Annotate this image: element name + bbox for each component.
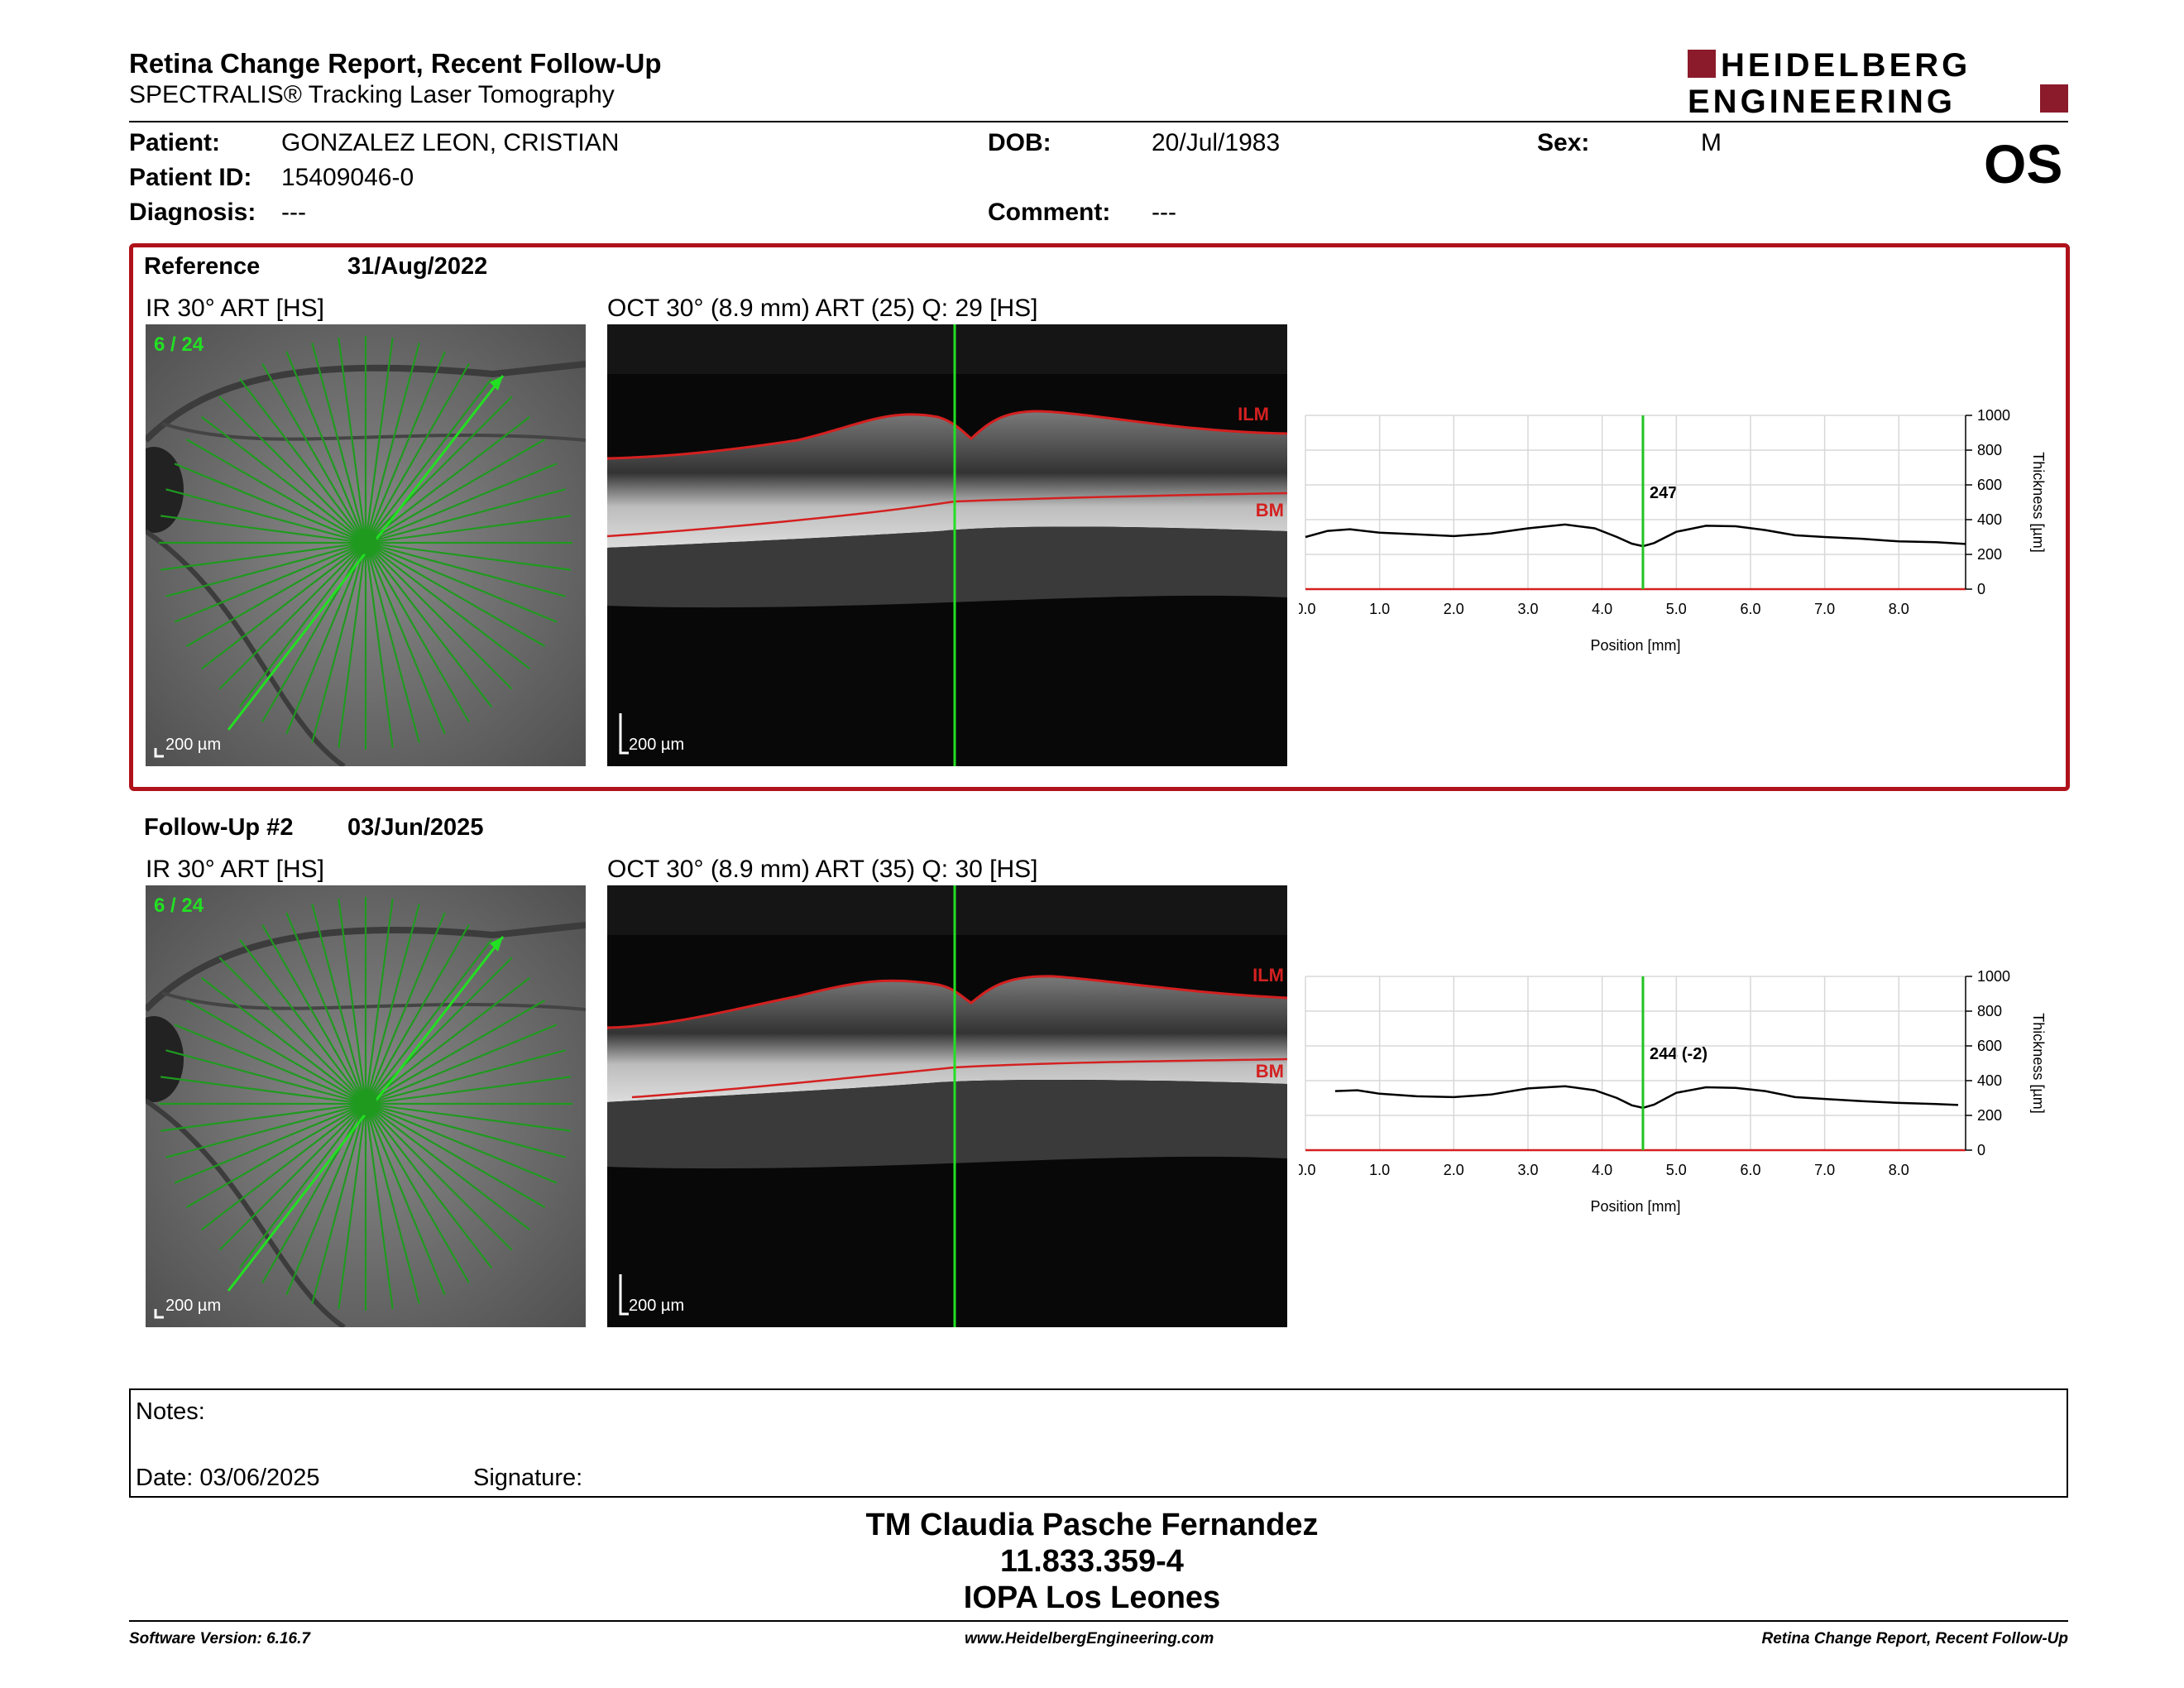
sex-label: Sex:: [1537, 129, 1590, 156]
oct-bscan-followup: ILM BM 200 µm: [607, 885, 1287, 1327]
chart-y-axis-label: Thickness [µm]: [2030, 452, 2047, 552]
reference-date: 31/Aug/2022: [347, 253, 488, 280]
y-tick-label: 600: [1977, 1038, 2002, 1054]
y-tick-label: 600: [1977, 477, 2002, 493]
footer-divider: [129, 1620, 2068, 1622]
y-tick-label: 800: [1977, 1003, 2002, 1019]
y-tick-label: 1000: [1977, 407, 2010, 424]
ir-fundus-image-reference: 6 / 24 200 µm: [146, 324, 586, 766]
x-tick-label: 2.0: [1444, 1162, 1464, 1178]
patient-id: 15409046-0: [281, 164, 414, 191]
followup-label: Follow-Up #2: [144, 814, 294, 841]
signatory-institution: IOPA Los Leones: [963, 1580, 1221, 1615]
y-tick-label: 800: [1977, 442, 2002, 458]
notes-label: Notes:: [136, 1398, 205, 1425]
reference-label: Reference: [144, 253, 261, 280]
patient-id-label: Patient ID:: [129, 164, 252, 191]
optic-disc: [146, 1016, 184, 1102]
y-tick-label: 0: [1977, 581, 1985, 597]
chart-grid: [1305, 976, 1966, 1151]
signatory-name: TM Claudia Pasche Fernandez: [865, 1508, 1319, 1542]
ir-scale-bar: 200 µm: [165, 736, 221, 754]
heidelberg-logo: HEIDELBERG ENGINEERING: [1688, 48, 2068, 116]
eye-indicator: OS: [1984, 133, 2063, 194]
bm-label: BM: [1256, 1061, 1284, 1081]
oct-bscan-reference: ILM BM 200 µm: [607, 324, 1287, 766]
chart-x-axis-label: Position [mm]: [1590, 637, 1680, 654]
comment-label: Comment:: [988, 199, 1111, 226]
bm-label: BM: [1256, 500, 1284, 520]
ir-scale-bar: 200 µm: [165, 1297, 221, 1315]
chart-x-axis-label: Position [mm]: [1590, 1198, 1680, 1215]
website-link[interactable]: www.HeidelbergEngineering.com: [965, 1630, 1214, 1647]
report-title: Retina Change Report, Recent Follow-Up: [129, 48, 662, 79]
chart-value-label: 247: [1650, 484, 1677, 502]
chart-y-axis-label: Thickness [µm]: [2030, 1013, 2047, 1113]
sex-value: M: [1701, 129, 1722, 156]
x-tick-label: 3.0: [1517, 601, 1538, 617]
patient-label: Patient:: [129, 129, 221, 156]
comment-value: ---: [1152, 199, 1176, 226]
x-tick-label: 1.0: [1369, 601, 1390, 617]
header-divider: [129, 121, 2068, 122]
thickness-line: [1305, 523, 1966, 548]
x-tick-label: 4.0: [1592, 601, 1612, 617]
y-tick-label: 200: [1977, 546, 2002, 563]
x-tick-label: 5.0: [1666, 1162, 1687, 1178]
diagnosis-label: Diagnosis:: [129, 199, 256, 226]
logo-square-bottom: [2040, 84, 2068, 113]
x-tick-label: 8.0: [1889, 601, 1909, 617]
x-tick-label: 3.0: [1517, 1162, 1538, 1178]
notes-date: Date: 03/06/2025: [136, 1465, 320, 1491]
dob-value: 20/Jul/1983: [1152, 129, 1281, 156]
signatory-id: 11.833.359-4: [1000, 1544, 1184, 1579]
report-subtitle: SPECTRALIS® Tracking Laser Tomography: [129, 81, 615, 108]
footer-report-name: Retina Change Report, Recent Follow-Up: [1761, 1630, 2068, 1647]
x-tick-label: 1.0: [1369, 1162, 1390, 1178]
logo-square-top: [1688, 50, 1716, 78]
oct-scale-bar: 200 µm: [629, 736, 684, 754]
ir-title-reference: IR 30° ART [HS]: [146, 295, 324, 322]
x-tick-label: 7.0: [1814, 1162, 1835, 1178]
logo-line1: HEIDELBERG: [1721, 48, 1971, 84]
x-tick-label: 6.0: [1740, 1162, 1760, 1178]
x-tick-label: 0.0: [1299, 1162, 1316, 1178]
chart-value-label: 244 (-2): [1650, 1045, 1707, 1063]
scan-counter: 6 / 24: [154, 333, 204, 356]
x-tick-label: 2.0: [1444, 601, 1464, 617]
diagnosis-value: ---: [281, 199, 306, 226]
notes-box[interactable]: [129, 1388, 2068, 1498]
ir-fundus-image-followup: 6 / 24 200 µm: [146, 885, 586, 1327]
scan-counter: 6 / 24: [154, 894, 204, 917]
y-tick-label: 1000: [1977, 968, 2010, 985]
thickness-chart-followup: 244 (-2) Position [mm] Thickness [µm] 0.…: [1299, 968, 2047, 1215]
chart-grid: [1305, 415, 1966, 590]
ir-title-followup: IR 30° ART [HS]: [146, 856, 324, 883]
thickness-line: [1334, 1085, 1959, 1110]
x-tick-label: 8.0: [1889, 1162, 1909, 1178]
y-tick-label: 200: [1977, 1107, 2002, 1124]
thickness-chart-reference: 247 Position [mm] Thickness [µm] 0.0 1.0 2…: [1299, 407, 2047, 654]
x-tick-label: 4.0: [1592, 1162, 1612, 1178]
x-tick-label: 6.0: [1740, 601, 1760, 617]
dob-label: DOB:: [988, 129, 1051, 156]
x-tick-label: 0.0: [1299, 601, 1316, 617]
logo-line2: ENGINEERING: [1688, 84, 1956, 116]
optic-disc: [146, 447, 184, 533]
ilm-label: ILM: [1252, 965, 1284, 985]
y-tick-label: 400: [1977, 511, 2002, 528]
x-tick-label: 7.0: [1814, 601, 1835, 617]
y-tick-label: 0: [1977, 1142, 1985, 1158]
oct-title-followup: OCT 30° (8.9 mm) ART (35) Q: 30 [HS]: [607, 856, 1038, 883]
oct-scale-bar: 200 µm: [629, 1297, 684, 1315]
x-tick-label: 5.0: [1666, 601, 1687, 617]
y-tick-label: 400: [1977, 1072, 2002, 1089]
followup-date: 03/Jun/2025: [347, 814, 484, 841]
software-version: Software Version: 6.16.7: [129, 1630, 310, 1647]
ilm-label: ILM: [1238, 404, 1269, 424]
oct-title-reference: OCT 30° (8.9 mm) ART (25) Q: 29 [HS]: [607, 295, 1038, 322]
reference-frame: [129, 243, 2070, 791]
patient-name: GONZALEZ LEON, CRISTIAN: [281, 129, 620, 156]
signature-label: Signature:: [473, 1465, 583, 1491]
